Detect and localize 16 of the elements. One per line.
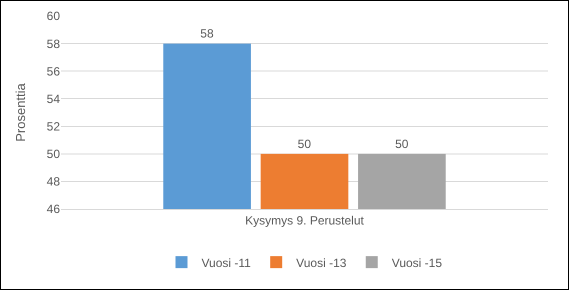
y-tick-label: 56 bbox=[46, 64, 60, 78]
y-tick-label: 58 bbox=[46, 36, 60, 51]
y-tick-label: 60 bbox=[46, 9, 60, 24]
legend-label: Vuosi -15 bbox=[392, 256, 442, 270]
x-tick-label: Kysymys 9. Perustelut bbox=[245, 213, 365, 228]
y-tick-label: 50 bbox=[46, 147, 60, 162]
y-tick-label: 54 bbox=[46, 92, 60, 106]
y-axis-title: Prosenttia bbox=[13, 82, 28, 142]
y-tick-label: 46 bbox=[46, 202, 60, 216]
data-label: 50 bbox=[298, 136, 312, 151]
y-tick-label: 48 bbox=[46, 174, 60, 189]
data-label: 50 bbox=[395, 136, 409, 151]
legend-label: Vuosi -13 bbox=[296, 256, 347, 270]
legend-label: Vuosi -11 bbox=[202, 256, 252, 270]
y-tick-label: 52 bbox=[46, 119, 60, 134]
data-label: 58 bbox=[200, 26, 214, 41]
